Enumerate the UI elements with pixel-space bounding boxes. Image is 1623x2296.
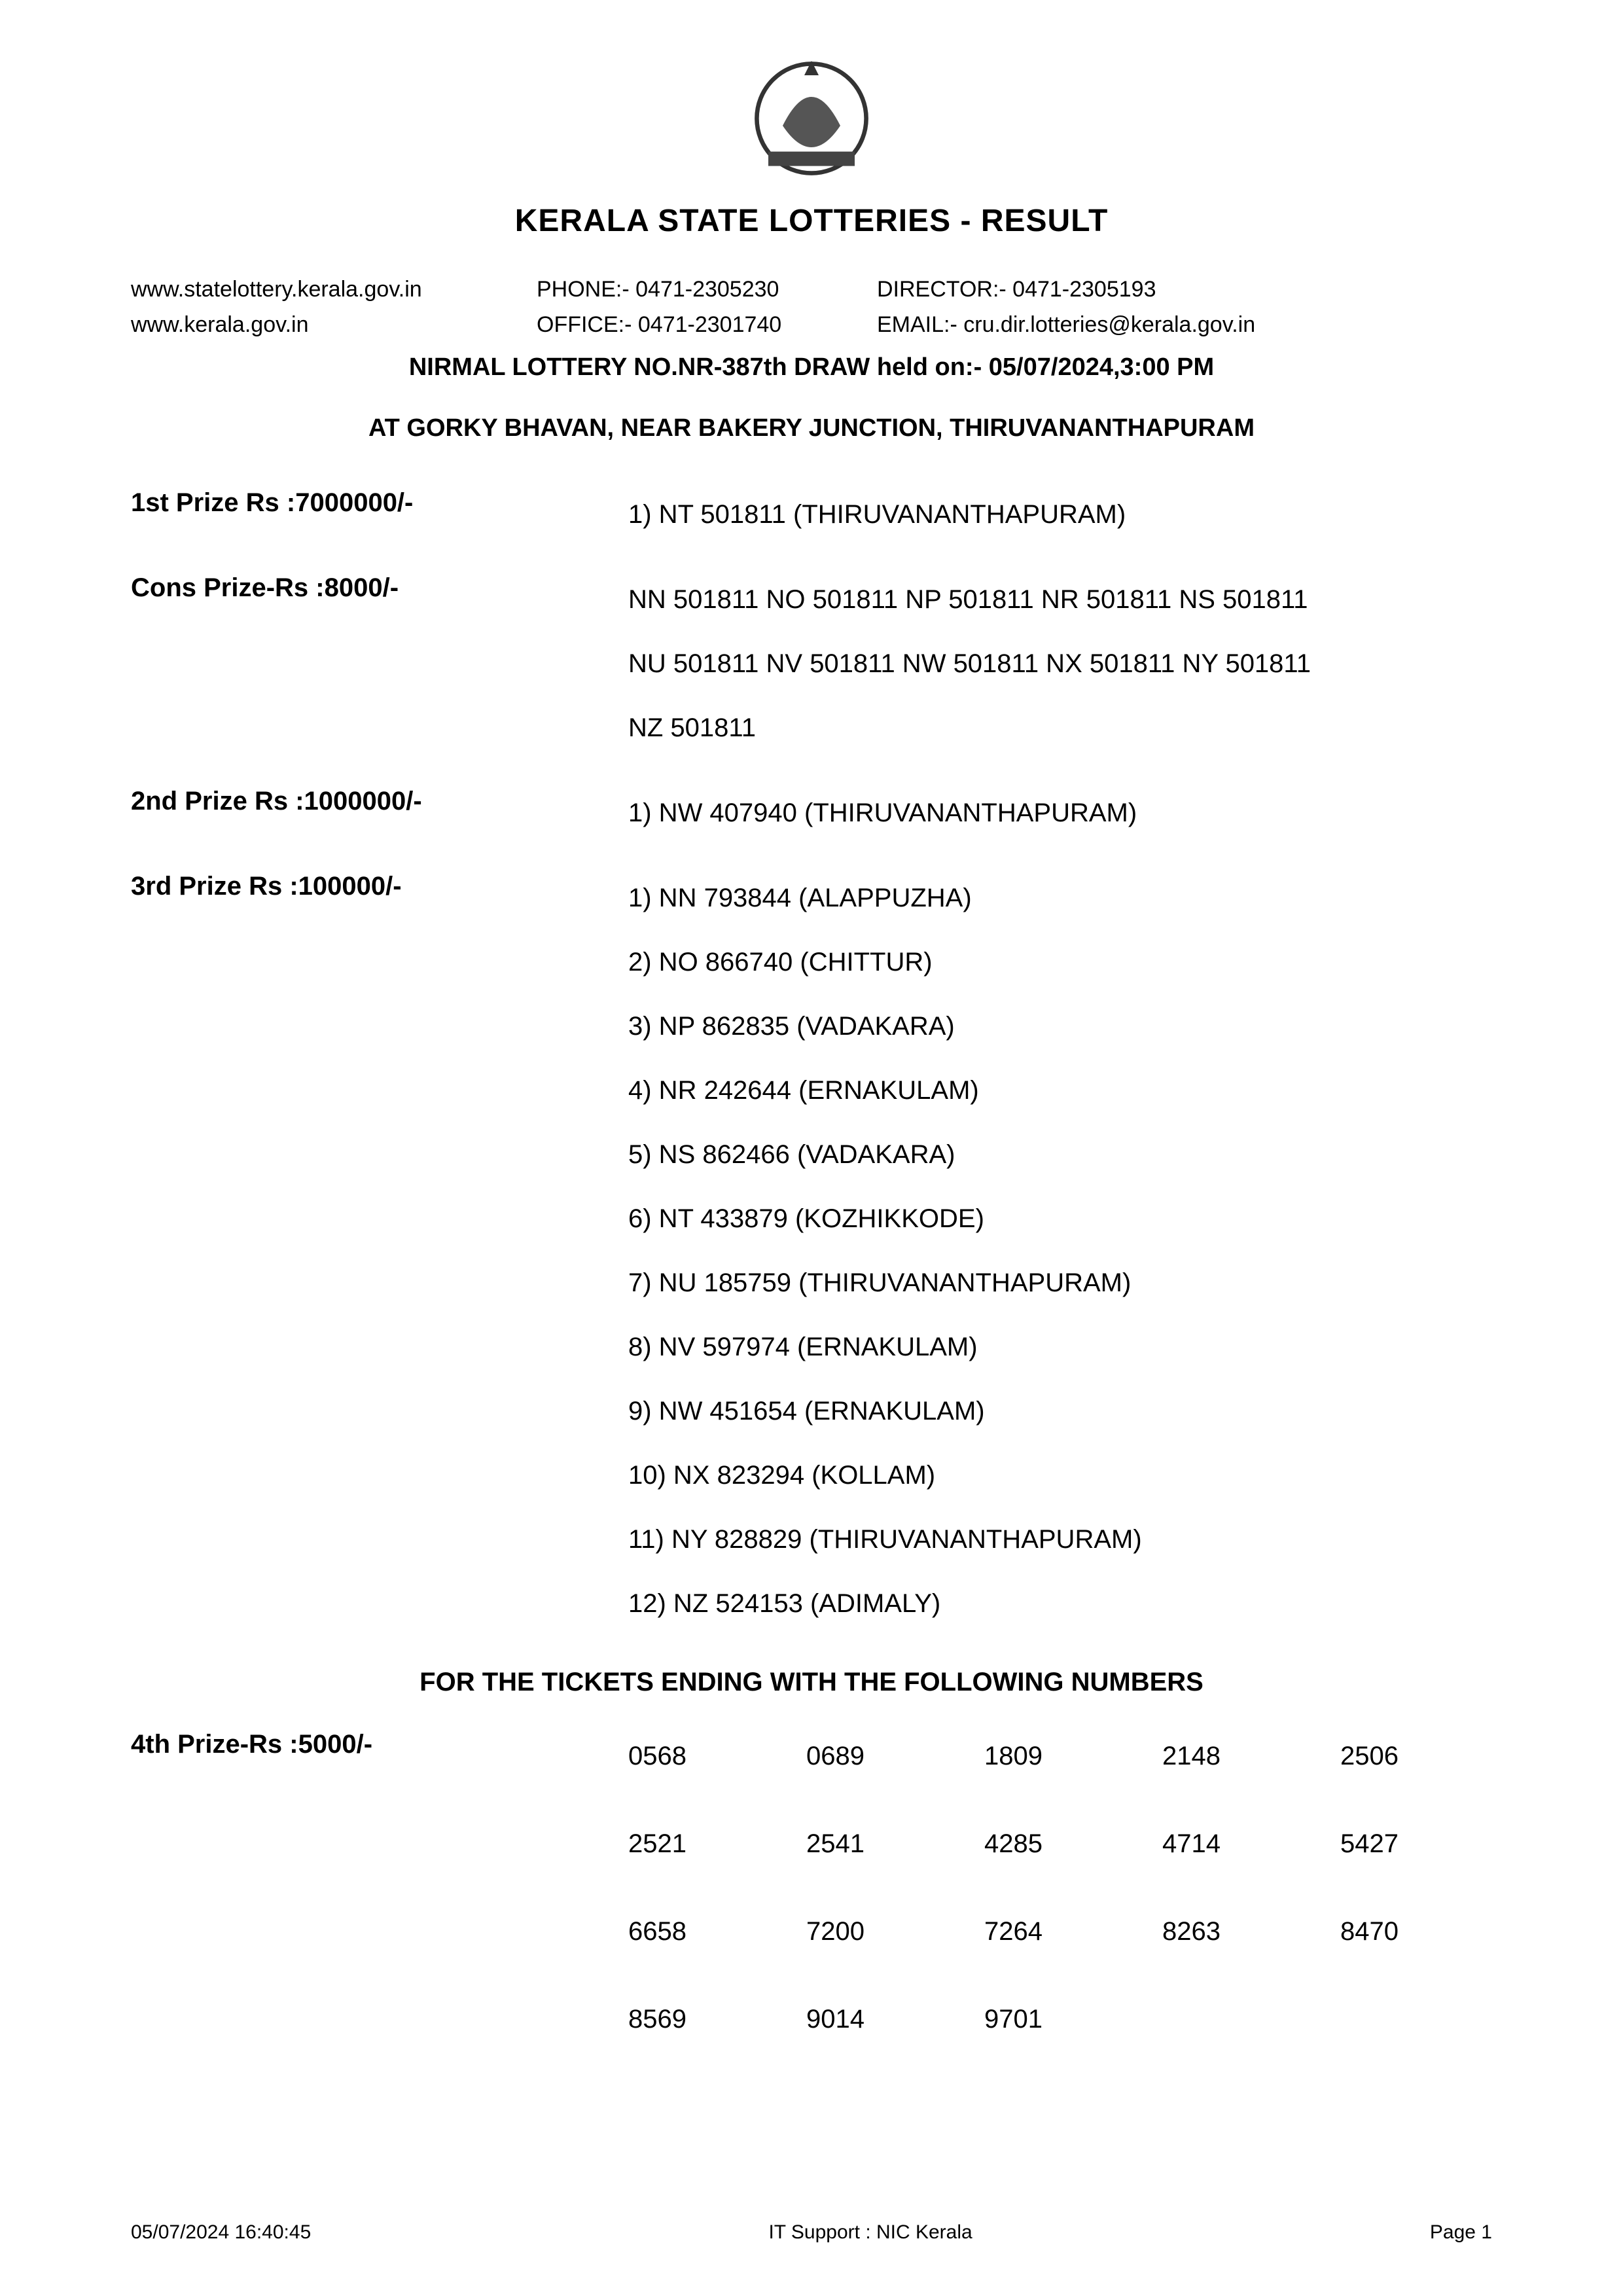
footer-timestamp: 05/07/2024 16:40:45 xyxy=(131,2221,311,2244)
third-prize-winner: 5) NS 862466 (VADAKARA) xyxy=(628,1128,1492,1181)
venue-info: AT GORKY BHAVAN, NEAR BAKERY JUNCTION, T… xyxy=(131,414,1492,442)
cons-line: NN 501811 NO 501811 NP 501811 NR 501811 … xyxy=(628,573,1492,626)
first-prize-winner: 1) NT 501811 (THIRUVANANTHAPURAM) xyxy=(628,488,1492,541)
ending-number: 6658 xyxy=(628,1905,780,1958)
lottery-result-page: KERALA STATE LOTTERIES - RESULT www.stat… xyxy=(0,0,1623,2296)
ending-number: 2506 xyxy=(1340,1730,1492,1782)
fourth-prize-results: 0568 0689 1809 2148 2506 2521 2541 4285 … xyxy=(628,1730,1492,2045)
third-prize-winner: 4) NR 242644 (ERNAKULAM) xyxy=(628,1064,1492,1117)
first-prize-results: 1) NT 501811 (THIRUVANANTHAPURAM) xyxy=(628,488,1492,552)
second-prize-winner: 1) NW 407940 (THIRUVANANTHAPURAM) xyxy=(628,787,1492,839)
first-prize-row: 1st Prize Rs :7000000/- 1) NT 501811 (TH… xyxy=(131,488,1492,552)
ending-number: 4285 xyxy=(984,1818,1136,1870)
ending-numbers-header: FOR THE TICKETS ENDING WITH THE FOLLOWIN… xyxy=(131,1668,1492,1697)
ending-number: 5427 xyxy=(1340,1818,1492,1870)
third-prize-winner: 12) NZ 524153 (ADIMALY) xyxy=(628,1577,1492,1630)
third-prize-results: 1) NN 793844 (ALAPPUZHA) 2) NO 866740 (C… xyxy=(628,872,1492,1641)
website-2: www.kerala.gov.in xyxy=(131,307,537,342)
third-prize-winner: 11) NY 828829 (THIRUVANANTHAPURAM) xyxy=(628,1513,1492,1566)
ending-number: 8263 xyxy=(1162,1905,1314,1958)
ending-number: 2541 xyxy=(806,1818,958,1870)
third-prize-winner: 8) NV 597974 (ERNAKULAM) xyxy=(628,1321,1492,1373)
third-prize-winner: 10) NX 823294 (KOLLAM) xyxy=(628,1449,1492,1501)
fourth-prize-row: 4th Prize-Rs :5000/- 0568 0689 1809 2148… xyxy=(131,1730,1492,2045)
second-prize-results: 1) NW 407940 (THIRUVANANTHAPURAM) xyxy=(628,787,1492,851)
page-title: KERALA STATE LOTTERIES - RESULT xyxy=(131,203,1492,239)
second-prize-label: 2nd Prize Rs :1000000/- xyxy=(131,787,628,851)
third-prize-winner: 7) NU 185759 (THIRUVANANTHAPURAM) xyxy=(628,1257,1492,1309)
second-prize-row: 2nd Prize Rs :1000000/- 1) NW 407940 (TH… xyxy=(131,787,1492,851)
state-emblem-icon xyxy=(740,39,883,183)
page-footer: 05/07/2024 16:40:45 IT Support : NIC Ker… xyxy=(131,2221,1492,2244)
contact-block: www.statelottery.kerala.gov.in PHONE:- 0… xyxy=(131,272,1492,343)
website-1: www.statelottery.kerala.gov.in xyxy=(131,272,537,307)
cons-line: NZ 501811 xyxy=(628,702,1492,754)
ending-number: 7264 xyxy=(984,1905,1136,1958)
director-label: DIRECTOR:- 0471-2305193 xyxy=(877,272,1492,307)
ending-number: 2521 xyxy=(628,1818,780,1870)
cons-line: NU 501811 NV 501811 NW 501811 NX 501811 … xyxy=(628,637,1492,690)
third-prize-winner: 9) NW 451654 (ERNAKULAM) xyxy=(628,1385,1492,1437)
office-label: OFFICE:- 0471-2301740 xyxy=(537,307,877,342)
ending-number: 1809 xyxy=(984,1730,1136,1782)
ending-number: 9014 xyxy=(806,1993,958,2045)
fourth-prize-number-grid: 0568 0689 1809 2148 2506 2521 2541 4285 … xyxy=(628,1730,1492,2045)
ending-number: 2148 xyxy=(1162,1730,1314,1782)
third-prize-label: 3rd Prize Rs :100000/- xyxy=(131,872,628,1641)
ending-number: 8470 xyxy=(1340,1905,1492,1958)
ending-number: 0568 xyxy=(628,1730,780,1782)
footer-page-number: Page 1 xyxy=(1430,2221,1492,2244)
third-prize-row: 3rd Prize Rs :100000/- 1) NN 793844 (ALA… xyxy=(131,872,1492,1641)
third-prize-winner: 2) NO 866740 (CHITTUR) xyxy=(628,936,1492,988)
cons-prize-label: Cons Prize-Rs :8000/- xyxy=(131,573,628,766)
fourth-prize-label: 4th Prize-Rs :5000/- xyxy=(131,1730,628,2045)
ending-number: 8569 xyxy=(628,1993,780,2045)
ending-number: 0689 xyxy=(806,1730,958,1782)
ending-number: 7200 xyxy=(806,1905,958,1958)
cons-prize-results: NN 501811 NO 501811 NP 501811 NR 501811 … xyxy=(628,573,1492,766)
phone-label: PHONE:- 0471-2305230 xyxy=(537,272,877,307)
email-label: EMAIL:- cru.dir.lotteries@kerala.gov.in xyxy=(877,307,1492,342)
third-prize-winner: 1) NN 793844 (ALAPPUZHA) xyxy=(628,872,1492,924)
ending-number: 4714 xyxy=(1162,1818,1314,1870)
draw-info: NIRMAL LOTTERY NO.NR-387th DRAW held on:… xyxy=(131,353,1492,382)
first-prize-label: 1st Prize Rs :7000000/- xyxy=(131,488,628,552)
footer-support: IT Support : NIC Kerala xyxy=(768,2221,972,2244)
third-prize-winner: 3) NP 862835 (VADAKARA) xyxy=(628,1000,1492,1052)
third-prize-winner: 6) NT 433879 (KOZHIKKODE) xyxy=(628,1193,1492,1245)
ending-number: 9701 xyxy=(984,1993,1136,2045)
cons-prize-row: Cons Prize-Rs :8000/- NN 501811 NO 50181… xyxy=(131,573,1492,766)
